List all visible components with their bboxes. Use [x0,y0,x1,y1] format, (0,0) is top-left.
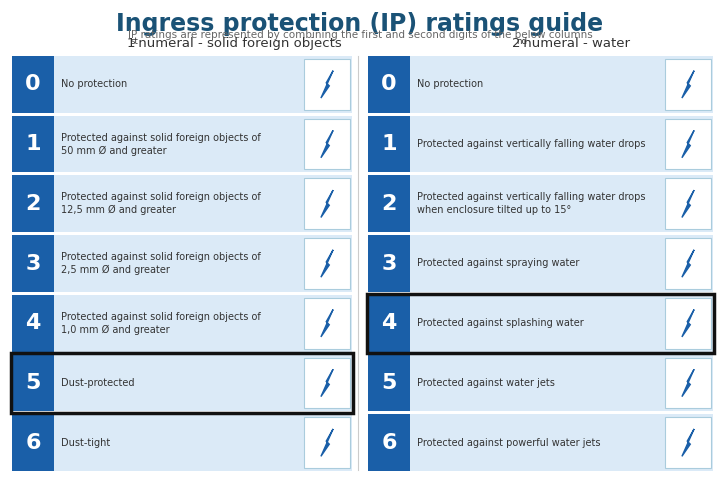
Text: Dust-protected: Dust-protected [61,378,135,388]
Bar [12,295,54,351]
Bar [12,235,54,292]
Bar [12,175,54,232]
Text: No protection: No protection [417,79,483,89]
Bar [12,235,352,292]
Text: IP ratings are represented by combining the first and second digits of the below: IP ratings are represented by combining … [127,30,593,40]
Text: 5: 5 [25,373,41,393]
Text: Protected against vertically falling water drops: Protected against vertically falling wat… [417,139,646,149]
Bar [304,358,350,408]
Polygon shape [321,71,333,98]
Text: 2: 2 [512,37,521,50]
Polygon shape [321,369,333,396]
Text: 0: 0 [381,74,397,95]
Bar [11,353,354,412]
Bar [665,59,711,110]
Bar [304,298,350,348]
Text: 1: 1 [25,134,41,154]
Bar [665,119,711,169]
Text: 3: 3 [25,253,41,274]
Bar [12,175,352,232]
Bar [368,116,410,172]
Bar [12,414,54,471]
Polygon shape [321,429,333,456]
Bar [665,179,711,229]
Text: numeral - solid foreign objects: numeral - solid foreign objects [134,37,341,50]
Polygon shape [321,310,333,337]
Bar [368,56,410,113]
Text: 1: 1 [127,37,135,50]
Bar [304,119,350,169]
Bar [368,235,410,292]
Text: 1: 1 [382,134,397,154]
Bar [368,175,410,232]
Bar [12,355,54,411]
Bar [304,238,350,289]
Bar [368,414,410,471]
Bar [366,294,714,353]
Bar [12,116,352,172]
Bar [665,298,711,348]
Text: Dust-tight: Dust-tight [61,438,110,448]
Polygon shape [682,71,694,98]
Text: Ingress protection (IP) ratings guide: Ingress protection (IP) ratings guide [117,12,603,36]
Text: nd: nd [516,37,527,46]
Bar [304,59,350,110]
Text: Protected against powerful water jets: Protected against powerful water jets [417,438,600,448]
Text: Protected against solid foreign objects of
1,0 mm Ø and greater: Protected against solid foreign objects … [61,312,261,335]
Text: 2: 2 [25,194,41,214]
Bar [665,417,711,468]
Bar [12,56,352,113]
Polygon shape [321,131,333,158]
Text: 3: 3 [382,253,397,274]
Text: numeral - water: numeral - water [519,37,631,50]
Bar [665,358,711,408]
Bar [368,56,713,113]
Text: 4: 4 [382,313,397,333]
Bar [368,295,410,351]
Text: 6: 6 [25,432,41,453]
Bar [368,235,713,292]
Text: No protection: No protection [61,79,127,89]
Text: Protected against spraying water: Protected against spraying water [417,259,580,268]
Bar [304,179,350,229]
Text: 2: 2 [382,194,397,214]
Polygon shape [682,429,694,456]
Bar [368,175,713,232]
Bar [12,414,352,471]
Text: Protected against water jets: Protected against water jets [417,378,555,388]
Bar [12,56,54,113]
Text: 0: 0 [25,74,41,95]
Text: Protected against vertically falling water drops
when enclosure tilted up to 15°: Protected against vertically falling wat… [417,192,646,215]
Text: st: st [130,37,138,46]
Polygon shape [682,369,694,396]
Polygon shape [682,131,694,158]
Polygon shape [321,190,333,217]
Polygon shape [321,250,333,277]
Bar [368,295,713,351]
Text: 4: 4 [25,313,41,333]
Bar [12,355,352,411]
Text: 6: 6 [382,432,397,453]
Bar [368,355,410,411]
Text: 5: 5 [382,373,397,393]
Bar [368,116,713,172]
Bar [12,116,54,172]
Text: Protected against solid foreign objects of
12,5 mm Ø and greater: Protected against solid foreign objects … [61,192,261,216]
Polygon shape [682,250,694,277]
Text: Protected against solid foreign objects of
2,5 mm Ø and greater: Protected against solid foreign objects … [61,252,261,275]
Polygon shape [682,190,694,217]
Bar [304,417,350,468]
Bar [12,295,352,351]
Text: Protected against solid foreign objects of
50 mm Ø and greater: Protected against solid foreign objects … [61,132,261,156]
Bar [665,238,711,289]
Polygon shape [682,310,694,337]
Text: Protected against splashing water: Protected against splashing water [417,318,584,328]
Bar [368,355,713,411]
Bar [368,414,713,471]
